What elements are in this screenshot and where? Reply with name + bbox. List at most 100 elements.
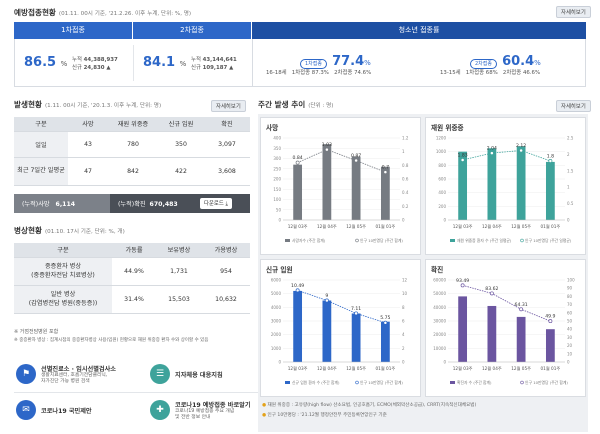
y-right-tick-label: 1.5: [567, 168, 574, 173]
chart-severe: 재원 위중증 0 200 400 600 800 1000 1200 0 0.5 1 1.5 2 2.5…: [425, 117, 586, 255]
link-public-proposal[interactable]: ✉ 코로나19 국민제안: [14, 396, 150, 424]
weekly-detail-button[interactable]: 자세히보기: [556, 100, 591, 112]
weekly-note-2: ● 인구 10만명당 : '21.12월 행정안전부 주민등록연앙인구 기준: [262, 412, 387, 418]
y-left-tick-label: 200: [438, 204, 446, 209]
second-dose-share: 2차접종 74.6%: [334, 70, 372, 76]
y-left-tick-label: 150: [273, 187, 281, 192]
table-cell: 31.4%: [112, 285, 156, 314]
beds-title: 병상현황 (01.10. 17시 기준, 단위: %, 개): [14, 225, 125, 236]
y-right-tick-label: 2: [567, 152, 570, 157]
x-tick-label: 12월 03주: [288, 223, 308, 230]
link-local-guidelines[interactable]: ☰ 지자체용 대응지침: [148, 360, 284, 388]
value: 44,388,937: [83, 57, 118, 63]
data-label: 93.49: [456, 278, 469, 284]
document-icon: ☰: [150, 364, 170, 384]
column-header: 구분: [14, 243, 112, 258]
y-left-tick-label: 40000: [433, 305, 446, 310]
download-button[interactable]: 다운로드 ⤓: [200, 198, 232, 209]
row-label: 일일: [14, 131, 68, 158]
x-tick-label: 01월 01주: [376, 223, 396, 230]
outbreak-title-text: 발생현황: [14, 100, 42, 109]
data-label: 7.11: [351, 306, 361, 312]
note-bullet-icon: ●: [262, 403, 267, 408]
y-left-tick-label: 600: [438, 177, 446, 182]
youth-first-detail: 16-18세 1차접종 87.3% 2차접종 74.6%: [266, 69, 371, 77]
divider: [133, 45, 134, 81]
table-cell: 422: [158, 157, 204, 186]
line-point: [489, 291, 494, 296]
y-right-tick-label: 1.2: [402, 136, 409, 141]
chart-severe-svg: 0 200 400 600 800 1000 1200 0 0.5 1 1.5 2 2.5 12월 03주…: [436, 136, 574, 244]
legend-label: 인구 10만명당 (주간 합계): [525, 380, 568, 385]
link-text: 지자체용 대응지침: [175, 370, 223, 379]
y-right-tick-label: 12: [402, 278, 408, 283]
table-cell: 3,608: [204, 157, 250, 186]
outbreak-title: 발생현황 (1.11. 00시 기준, '20.1.3. 이후 누계, 단위: 명…: [14, 99, 161, 110]
column-header: 가용병상: [202, 243, 250, 258]
y-right-tick-label: 10: [402, 291, 408, 296]
second-dose-counts: 누적 43,144,641 신규 109,187 ▲: [191, 56, 237, 72]
bar: [351, 156, 361, 220]
label: (누적)사망: [22, 201, 50, 208]
series-line: [462, 150, 551, 162]
outbreak-table: 구분 사망 재원 위중증 신규 입원 확진 일일 43 780 350 3,09…: [14, 117, 250, 186]
y-right-tick-label: 0.4: [402, 190, 409, 195]
legend-swatch-line: [520, 238, 524, 243]
data-label: 0.84: [293, 155, 303, 161]
chart-confirmed-svg: 0 10000 20000 30000 40000 50000 60000 0 10 20 30 40…: [433, 278, 575, 386]
chart-title: 확진: [431, 266, 444, 274]
chart-deaths-svg: 0 50 100 150 200 250 300 350 400 0 0.2 0.4 0.6 0.8 1 1.…: [273, 136, 409, 244]
x-tick-label: 12월 05주: [346, 365, 366, 372]
x-tick-label: 12월 05주: [511, 223, 531, 230]
unit: %: [179, 60, 187, 68]
link-screening-clinics[interactable]: ⚑ 선별진료소 · 임시선별검사소 생활치료센터, 호흡기전담클리닉, 자가진단 가…: [14, 360, 150, 388]
y-left-tick-label: 300: [273, 156, 281, 161]
table-cell: 43: [68, 131, 108, 158]
divider: [252, 39, 253, 87]
y-right-tick-label: 60: [567, 310, 573, 315]
beds-title-text: 병상현황: [14, 226, 42, 235]
youth-second-rate: 60.4: [502, 54, 535, 69]
x-tick-label: 01월 01주: [541, 365, 561, 372]
data-label: 64.31: [515, 302, 528, 308]
label: 신규: [191, 65, 201, 71]
y-left-tick-label: 50: [276, 207, 282, 212]
bar: [351, 313, 361, 362]
legend-swatch-bar: [450, 381, 455, 384]
y-left-tick-label: 800: [438, 163, 446, 168]
value: 109,187 ▲: [202, 65, 234, 71]
value: 24,830 ▲: [83, 65, 111, 71]
beds-table: 구분 가동률 보유병상 가용병상 중증환자 병상 (중증환자전담 치료병상) 44…: [14, 243, 250, 314]
bar: [516, 146, 526, 220]
line-point: [383, 320, 388, 325]
vaccination-detail-button[interactable]: 자세히보기: [556, 6, 591, 18]
youth-second-detail: 13-15세 1차접종 68% 2차접종 46.6%: [440, 69, 540, 77]
data-label: 2.04: [487, 146, 497, 152]
y-right-tick-label: 40: [567, 327, 573, 332]
legend-label: 인구 10만명당 (주간 합계): [360, 238, 403, 243]
tab-first-dose[interactable]: 1차접종: [14, 22, 132, 39]
outbreak-detail-button[interactable]: 자세히보기: [211, 100, 246, 112]
row-label-main: 중증환자 병상: [44, 263, 82, 270]
weekly-title-text: 주간 발생 추이: [258, 100, 306, 109]
bar: [293, 164, 303, 220]
x-tick-label: 01월 01주: [376, 365, 396, 372]
second-dose-new: 신규 109,187 ▲: [191, 64, 237, 72]
y-left-tick-label: 0: [443, 360, 446, 365]
legend-label: 인구 10만명당 (주간 일평균): [525, 238, 572, 243]
weekly-title: 주간 발생 추이 (단위 : 명): [258, 99, 333, 110]
line-point: [519, 148, 524, 153]
line-point: [324, 298, 329, 303]
link-text: 선별진료소 · 임시선별검사소 생활치료센터, 호흡기전담클리닉, 자가진단 가능 …: [41, 364, 116, 385]
x-tick-label: 12월 03주: [453, 223, 473, 230]
second-dose-cumulative: 누적 43,144,641: [191, 56, 237, 64]
tab-second-dose[interactable]: 2차접종: [133, 22, 251, 39]
vaccination-subtitle: (01.11. 00시 기준, '21.2.26. 이후 누계, 단위: %, …: [58, 11, 192, 17]
row-label: 최근 7일간 일평균: [14, 157, 68, 186]
line-point: [519, 307, 524, 312]
x-tick-label: 12월 03주: [288, 365, 308, 372]
line-point: [548, 159, 553, 163]
link-vaccination-info[interactable]: ✚ 코로나19 예방접종 바로알기 코로나19 예방접종 주요 개념 및 전반 정보…: [148, 396, 284, 424]
y-right-tick-label: 1: [567, 185, 570, 190]
tab-youth-rate[interactable]: 청소년 접종률: [252, 22, 586, 39]
